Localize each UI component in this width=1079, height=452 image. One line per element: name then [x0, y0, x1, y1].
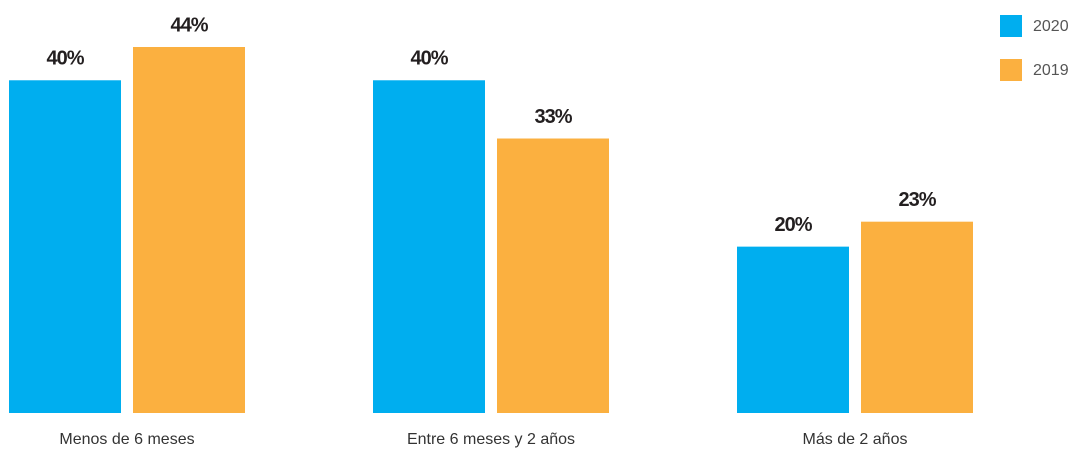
bar	[133, 47, 245, 413]
bar	[373, 80, 485, 413]
value-label: 23%	[898, 189, 936, 211]
value-label: 33%	[534, 106, 572, 128]
value-label: 44%	[170, 14, 208, 36]
value-label: 40%	[46, 48, 84, 70]
x-tick-label: Más de 2 años	[803, 431, 908, 448]
legend-label: 2019	[1033, 62, 1069, 79]
bar	[737, 246, 849, 413]
bar	[861, 221, 973, 413]
x-tick-label: Menos de 6 meses	[59, 431, 194, 448]
value-label: 20%	[774, 214, 812, 236]
bar	[497, 138, 609, 413]
value-label: 40%	[410, 48, 448, 70]
bar	[9, 80, 121, 413]
legend-label: 2020	[1033, 18, 1069, 35]
x-tick-label: Entre 6 meses y 2 años	[407, 431, 575, 448]
legend-swatch	[1000, 59, 1022, 81]
legend-swatch	[1000, 15, 1022, 37]
